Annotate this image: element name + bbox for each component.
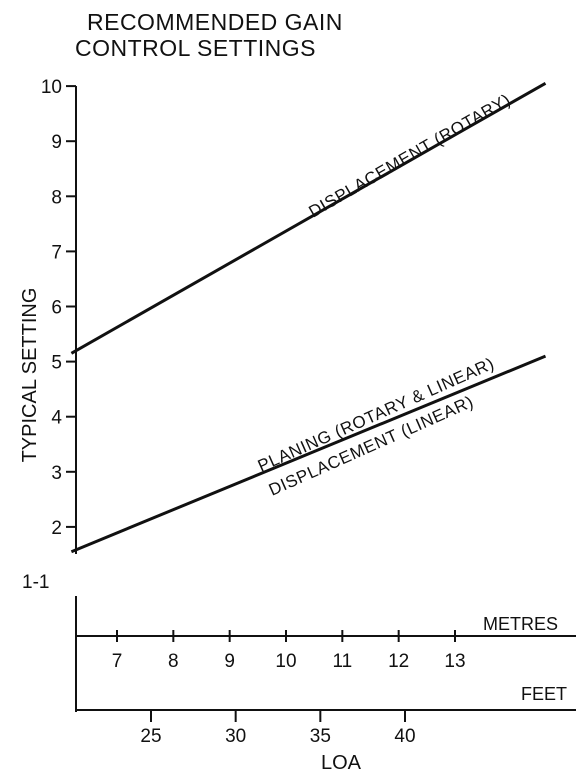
y-tick-label-3: 4: [51, 408, 62, 429]
y-tick-label-6: 7: [51, 242, 62, 263]
metres-tick-label-7: 7: [112, 651, 123, 672]
y-tick-label-0: 1-1: [22, 572, 49, 593]
metres-tick-label-12: 12: [388, 651, 409, 672]
y-tick-label-9: 10: [41, 77, 62, 98]
x-axis-title: LOA: [321, 752, 362, 774]
data-lines: [70, 81, 547, 554]
feet-tick-label-35: 35: [310, 726, 331, 747]
metres-unit-label: METRES: [483, 614, 558, 634]
series-label-displacement-rotary: DISPLACEMENT (ROTARY): [306, 90, 515, 221]
feet-unit-label: FEET: [521, 684, 567, 704]
feet-tick-label-25: 25: [140, 726, 161, 747]
chart-title-line-1: RECOMMENDED GAIN: [87, 9, 343, 35]
series-line-0: [70, 81, 547, 355]
y-tick-label-4: 5: [51, 353, 62, 374]
y-tick-label-8: 9: [51, 132, 62, 153]
y-tick-label-1: 2: [51, 518, 62, 539]
y-axis-ticks: 1-1 2 3 4 5 6 7 8 9 10: [22, 77, 76, 593]
y-tick-label-7: 8: [51, 187, 62, 208]
chart-title-line-2: CONTROL SETTINGS: [75, 35, 316, 61]
feet-tick-label-30: 30: [225, 726, 246, 747]
y-tick-label-2: 3: [51, 463, 62, 484]
metres-tick-label-8: 8: [168, 651, 179, 672]
metres-tick-label-9: 9: [224, 651, 235, 672]
y-axis-title: TYPICAL SETTING: [19, 288, 41, 463]
feet-ticks: 25 30 35 40: [140, 710, 416, 747]
series-line-1: [70, 354, 547, 554]
metres-tick-label-13: 13: [444, 651, 465, 672]
metres-ticks: 7 8 9 10 11 12 13: [112, 630, 466, 672]
metres-tick-label-11: 11: [332, 651, 352, 672]
y-tick-label-5: 6: [51, 298, 62, 319]
feet-tick-label-40: 40: [394, 726, 415, 747]
metres-tick-label-10: 10: [275, 651, 296, 672]
